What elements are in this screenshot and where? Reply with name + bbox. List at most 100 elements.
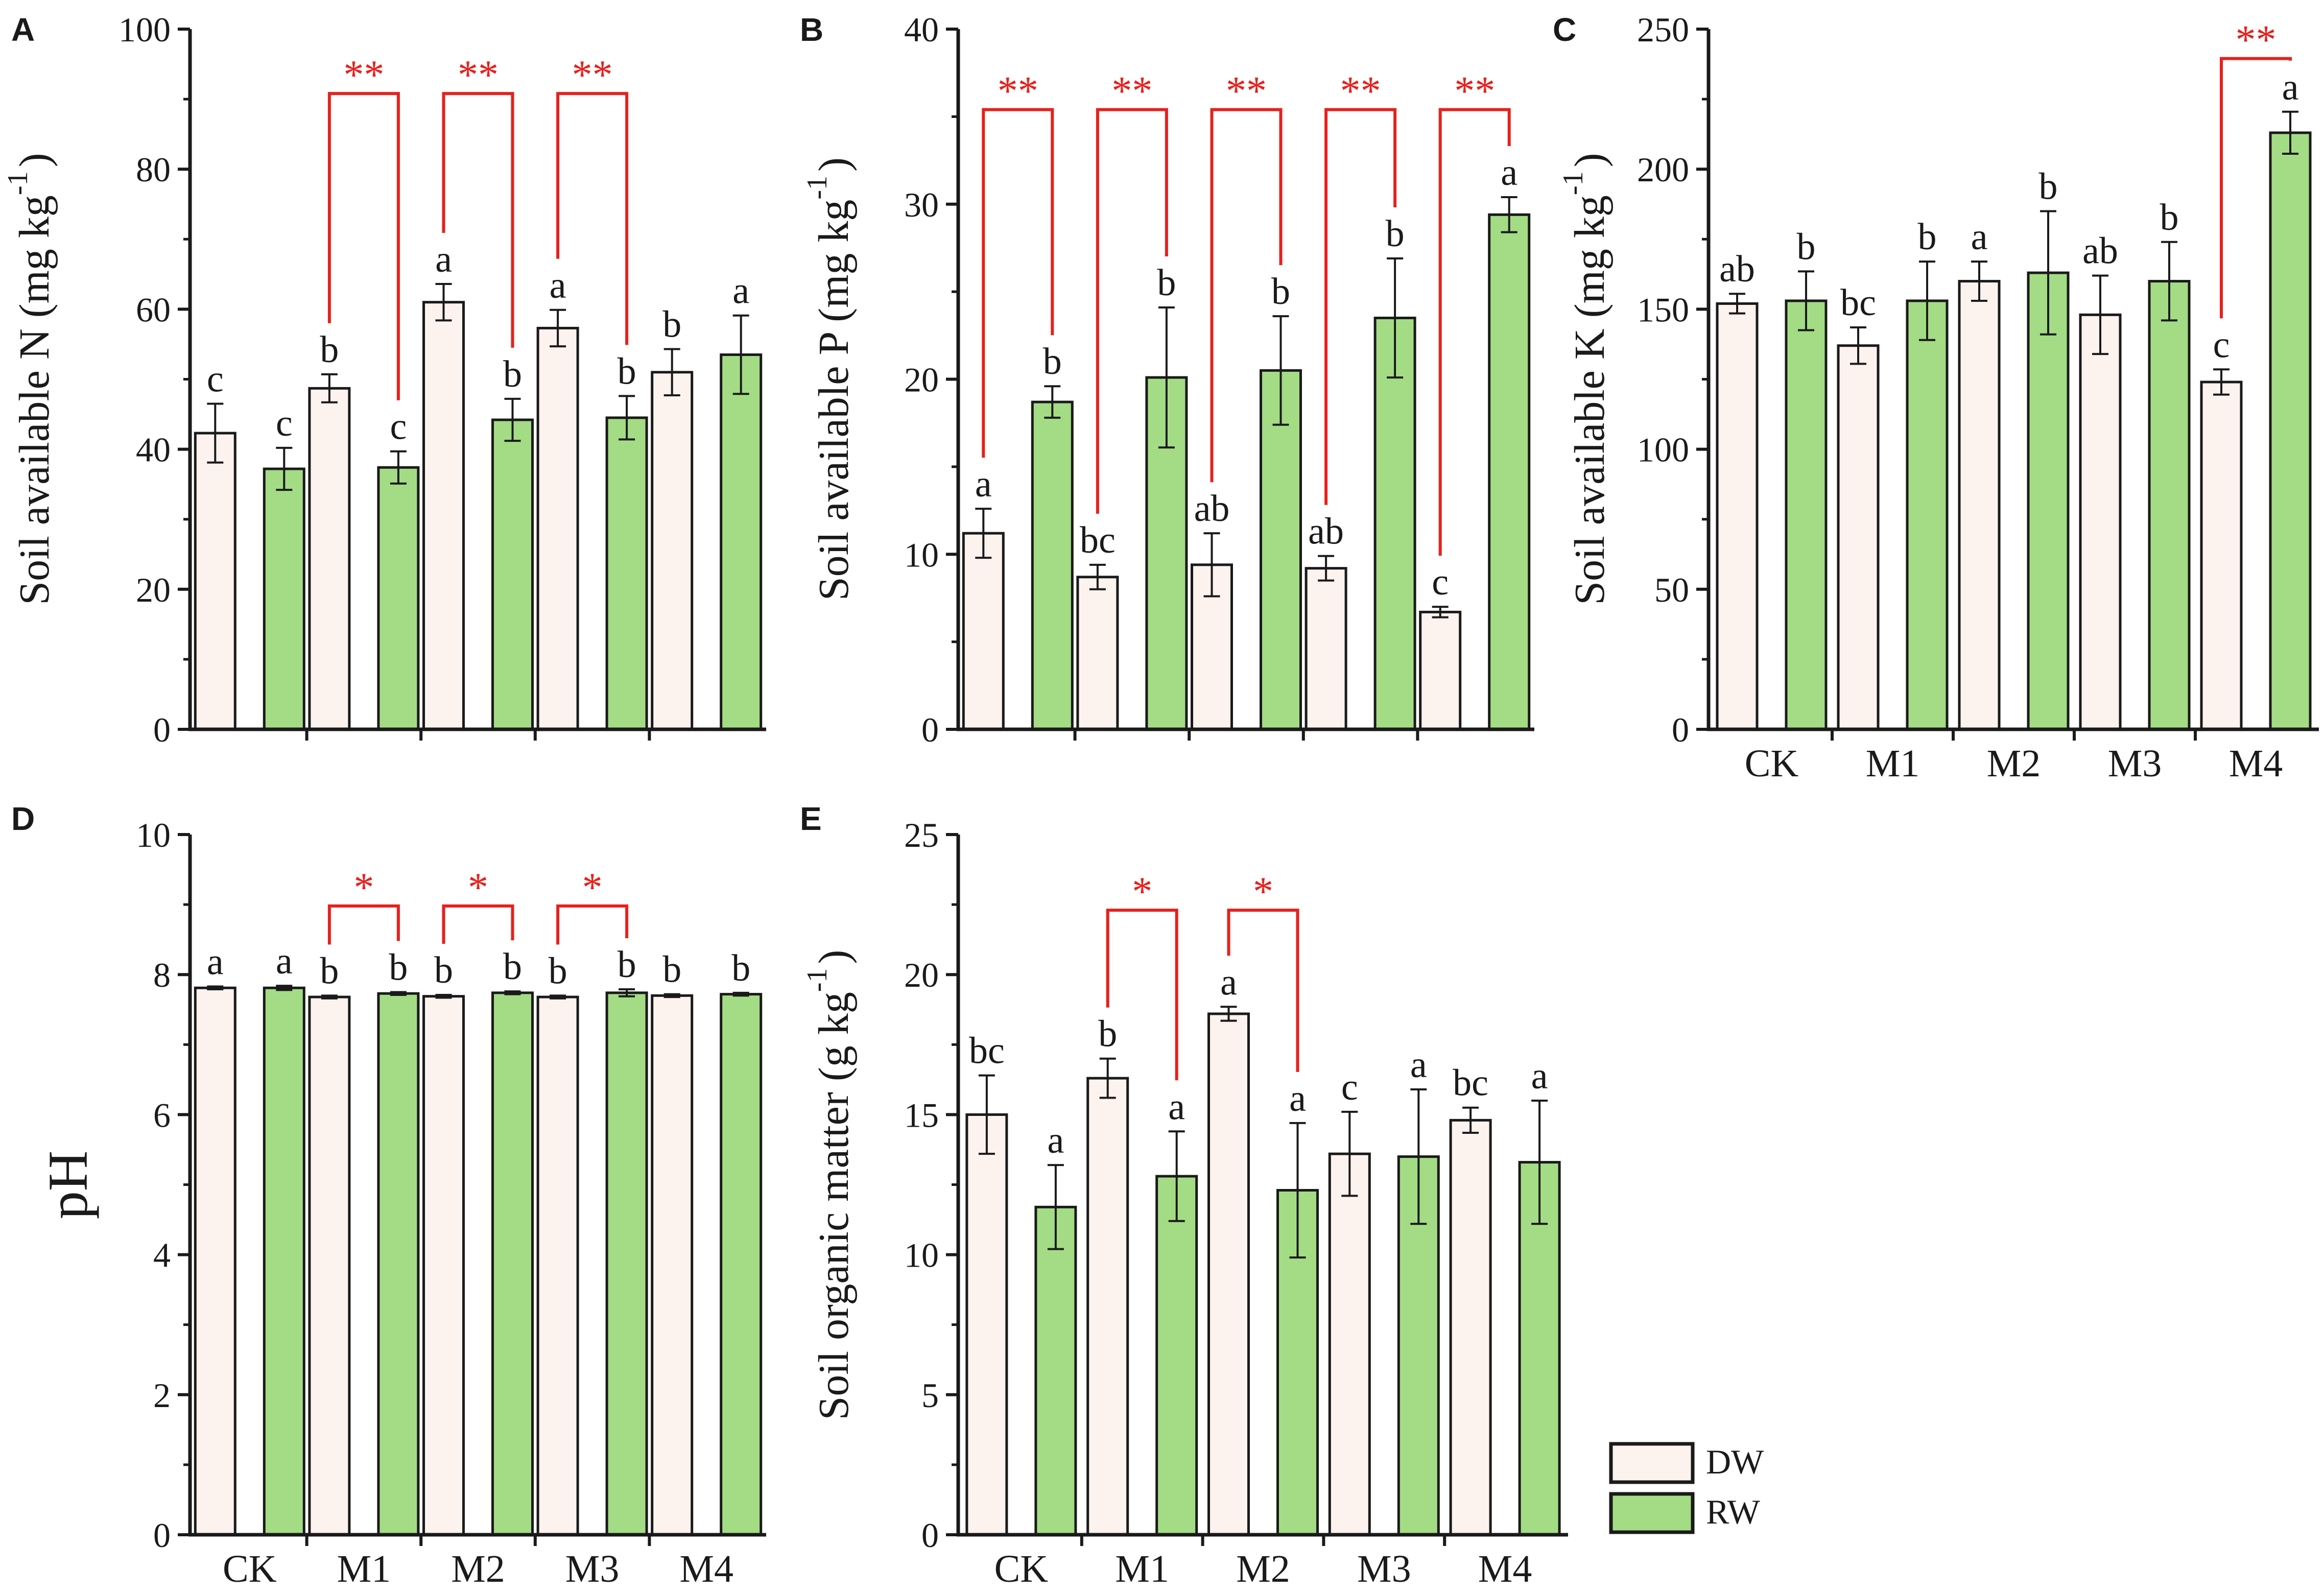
significance-stars: ** bbox=[998, 69, 1038, 114]
bar-dw-m3 bbox=[1305, 567, 1347, 731]
significance-letter: c bbox=[276, 402, 293, 444]
significance-letter: b bbox=[549, 950, 567, 992]
x-tick-label: M2 bbox=[451, 1548, 505, 1590]
bar-rw-m4 bbox=[720, 993, 763, 1536]
significance-stars: * bbox=[468, 865, 488, 910]
y-tick-label: 25 bbox=[904, 816, 939, 854]
bar-dw-m4 bbox=[651, 371, 694, 731]
significance-letter: ab bbox=[1719, 248, 1755, 290]
bar-dw-m3 bbox=[536, 995, 579, 1536]
y-axis-title-main: Soil available P (mg kg bbox=[810, 200, 858, 601]
bar-dw-m3 bbox=[1328, 1152, 1371, 1536]
significance-letter: a bbox=[1220, 961, 1237, 1003]
significance-stars: ** bbox=[1454, 69, 1495, 114]
significance-letter: b bbox=[320, 329, 339, 371]
significance-stars: * bbox=[582, 865, 603, 910]
y-axis-title-superscript: -1 bbox=[801, 968, 833, 992]
significance-letter: a bbox=[276, 940, 293, 982]
significance-letter: b bbox=[1157, 262, 1176, 304]
significance-bracket bbox=[327, 92, 400, 400]
bar-rw-m4 bbox=[2269, 131, 2312, 731]
y-tick-label: 8 bbox=[153, 956, 171, 994]
significance-letter: a bbox=[1410, 1044, 1427, 1086]
bar-rw-m3 bbox=[605, 991, 648, 1536]
legend-label-dw: DW bbox=[1706, 1442, 1764, 1481]
x-tick-label: M1 bbox=[1866, 742, 1920, 785]
x-tick-label: M3 bbox=[2108, 742, 2162, 785]
significance-letter: a bbox=[975, 463, 992, 505]
significance-stars: ** bbox=[572, 53, 613, 98]
panel-letter: A bbox=[11, 11, 35, 48]
y-tick-label: 0 bbox=[153, 1516, 171, 1555]
significance-stars: ** bbox=[343, 53, 384, 98]
significance-bracket bbox=[1210, 108, 1283, 483]
y-tick-label: 2 bbox=[153, 1376, 171, 1415]
bar-dw-ck bbox=[962, 532, 1005, 731]
significance-bracket bbox=[327, 904, 400, 945]
x-tick-label: M2 bbox=[1987, 742, 2041, 785]
significance-letter: c bbox=[1341, 1066, 1358, 1108]
bar-dw-ck bbox=[965, 1113, 1008, 1536]
y-tick-label: 250 bbox=[1637, 10, 1689, 49]
bar-rw-m1 bbox=[1155, 1175, 1198, 1536]
bar-dw-m3 bbox=[2079, 313, 2122, 731]
y-tick-label: 0 bbox=[1672, 710, 1689, 749]
bar-dw-m2 bbox=[1958, 280, 2001, 731]
y-axis-title: Soil available K (mg kg-1) bbox=[1557, 153, 1614, 605]
significance-letter: b bbox=[618, 350, 636, 392]
significance-bracket bbox=[1227, 909, 1299, 1072]
bar-dw-ck bbox=[1716, 302, 1759, 731]
y-axis-title-main: pH bbox=[37, 1151, 99, 1219]
y-axis-title-main: Soil available K (mg kg bbox=[1566, 195, 1614, 605]
bar-dw-m4 bbox=[651, 994, 694, 1536]
y-tick-label: 0 bbox=[921, 1516, 939, 1555]
bar-dw-m2 bbox=[422, 995, 465, 1536]
significance-stars: ** bbox=[1340, 69, 1381, 114]
significance-letter: b bbox=[503, 353, 522, 395]
y-axis-title: pH bbox=[37, 1151, 99, 1219]
significance-stars: ** bbox=[1226, 69, 1267, 114]
significance-letter: a bbox=[1971, 216, 1988, 258]
y-axis-title-end: ) bbox=[11, 153, 58, 167]
bar-dw-m4 bbox=[1449, 1119, 1492, 1536]
y-tick-label: 5 bbox=[921, 1376, 939, 1415]
y-tick-label: 15 bbox=[904, 1096, 939, 1134]
significance-stars: ** bbox=[1111, 69, 1152, 114]
y-axis-title-superscript: -1 bbox=[1557, 171, 1589, 195]
y-tick-label: 4 bbox=[153, 1236, 171, 1275]
x-tick-label: CK bbox=[223, 1548, 277, 1590]
significance-letter: c bbox=[1432, 561, 1449, 603]
y-tick-label: 20 bbox=[904, 956, 939, 994]
bar-dw-m2 bbox=[422, 301, 465, 731]
significance-letter: b bbox=[320, 950, 339, 992]
significance-letter: ab bbox=[1194, 488, 1230, 530]
y-axis-title-main: Soil organic matter (g kg bbox=[810, 992, 858, 1420]
significance-letter: b bbox=[1386, 213, 1405, 255]
panel-letter: B bbox=[800, 11, 823, 48]
y-axis-title-end: ) bbox=[810, 157, 858, 172]
significance-letter: b bbox=[389, 946, 408, 988]
y-tick-label: 40 bbox=[136, 431, 171, 469]
significance-bracket bbox=[556, 904, 629, 945]
significance-stars: * bbox=[353, 865, 374, 910]
panel-letter: D bbox=[11, 800, 35, 837]
x-tick-label: CK bbox=[994, 1548, 1049, 1590]
significance-bracket bbox=[556, 92, 629, 345]
significance-letter: a bbox=[1168, 1086, 1185, 1128]
significance-bracket bbox=[1106, 909, 1178, 1081]
significance-letter: b bbox=[503, 946, 522, 988]
significance-bracket bbox=[442, 92, 514, 348]
panel-letter: C bbox=[1553, 11, 1576, 48]
y-tick-label: 100 bbox=[118, 10, 171, 49]
significance-letter: b bbox=[618, 944, 636, 986]
y-tick-label: 10 bbox=[904, 1236, 939, 1275]
significance-letter: b bbox=[1043, 341, 1062, 383]
significance-letter: c bbox=[207, 358, 224, 400]
bar-rw-m4 bbox=[720, 353, 763, 731]
y-axis-title-end: ) bbox=[810, 950, 858, 964]
legend-label-rw: RW bbox=[1706, 1492, 1761, 1531]
y-tick-label: 60 bbox=[136, 290, 171, 329]
significance-letter: bc bbox=[1080, 519, 1116, 561]
bar-rw-ck bbox=[1031, 400, 1074, 731]
